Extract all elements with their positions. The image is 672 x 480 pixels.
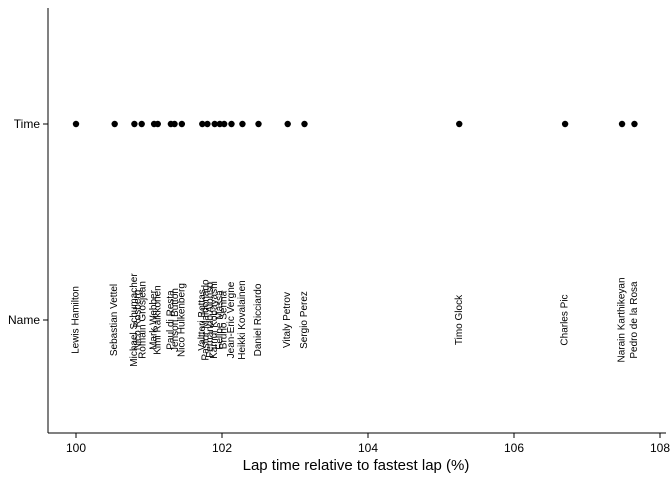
driver-name-label: Bruno Senna bbox=[219, 290, 230, 349]
x-tick-label: 104 bbox=[358, 441, 378, 455]
data-point bbox=[239, 120, 246, 128]
data-point bbox=[284, 120, 291, 128]
driver-name-label: Nico Hulkenberg bbox=[176, 283, 187, 357]
driver-name-label: Mark Webber bbox=[149, 289, 160, 350]
driver-name-label: Kimi Raikkonen bbox=[152, 285, 163, 354]
data-point bbox=[301, 120, 308, 128]
driver-name-label: Sebastian Vettel bbox=[109, 284, 120, 356]
driver-name-label: Kamui Kobayashi bbox=[209, 281, 220, 359]
data-point bbox=[220, 120, 228, 128]
data-point bbox=[178, 120, 186, 128]
driver-name-label: Timo Glock bbox=[454, 294, 465, 345]
data-point bbox=[631, 120, 638, 128]
data-point bbox=[255, 120, 262, 128]
driver-name-label: Fernando Alonso bbox=[205, 282, 216, 358]
data-point bbox=[171, 120, 178, 128]
data-point bbox=[131, 120, 138, 128]
driver-name-label: Paul di Resta bbox=[165, 290, 176, 350]
driver-name-label: Nico Rosberg bbox=[133, 290, 144, 351]
driver-name-label: Heikki Kovalainen bbox=[237, 280, 248, 360]
data-point bbox=[456, 120, 463, 128]
x-tick-label: 108 bbox=[650, 441, 670, 455]
y-tick-label: Name bbox=[8, 313, 40, 327]
data-point bbox=[154, 120, 161, 128]
driver-name-label: Sergio Perez bbox=[299, 291, 310, 349]
driver-name-label: Felipe Massa bbox=[214, 290, 225, 350]
driver-name-label: Pedro de la Rosa bbox=[629, 281, 640, 359]
data-point bbox=[228, 120, 235, 128]
driver-name-label: Jenson Button bbox=[170, 288, 181, 352]
driver-name-label: Narain Karthikeyan bbox=[617, 277, 628, 362]
x-tick-label: 106 bbox=[504, 441, 524, 455]
driver-name-label: Daniel Ricciardo bbox=[253, 283, 264, 356]
x-tick-label: 100 bbox=[66, 441, 86, 455]
driver-name-label: Romain Grosjean bbox=[138, 281, 149, 359]
data-point bbox=[72, 120, 80, 128]
data-point bbox=[561, 120, 569, 128]
data-point bbox=[211, 120, 218, 128]
driver-name-label: Vitaly Petrov bbox=[282, 292, 293, 348]
data-point bbox=[204, 120, 211, 128]
data-point bbox=[111, 120, 118, 128]
driver-name-label: Lewis Hamilton bbox=[71, 286, 82, 354]
data-point bbox=[618, 120, 626, 128]
y-tick-label: Time bbox=[14, 117, 41, 131]
x-tick-label: 102 bbox=[212, 441, 232, 455]
data-point bbox=[138, 120, 145, 128]
data-point bbox=[199, 120, 206, 128]
driver-name-label: Valtteri Bottas bbox=[197, 289, 208, 351]
driver-name-label: Michael Schumacher bbox=[129, 273, 140, 367]
driver-name-label: Jean-Eric Vergne bbox=[226, 281, 237, 358]
driver-name-label: Charles Pic bbox=[560, 294, 571, 345]
driver-name-label: Pastor Maldonado bbox=[200, 279, 211, 361]
x-axis-title: Lap time relative to fastest lap (%) bbox=[243, 457, 470, 474]
data-point bbox=[216, 120, 224, 128]
